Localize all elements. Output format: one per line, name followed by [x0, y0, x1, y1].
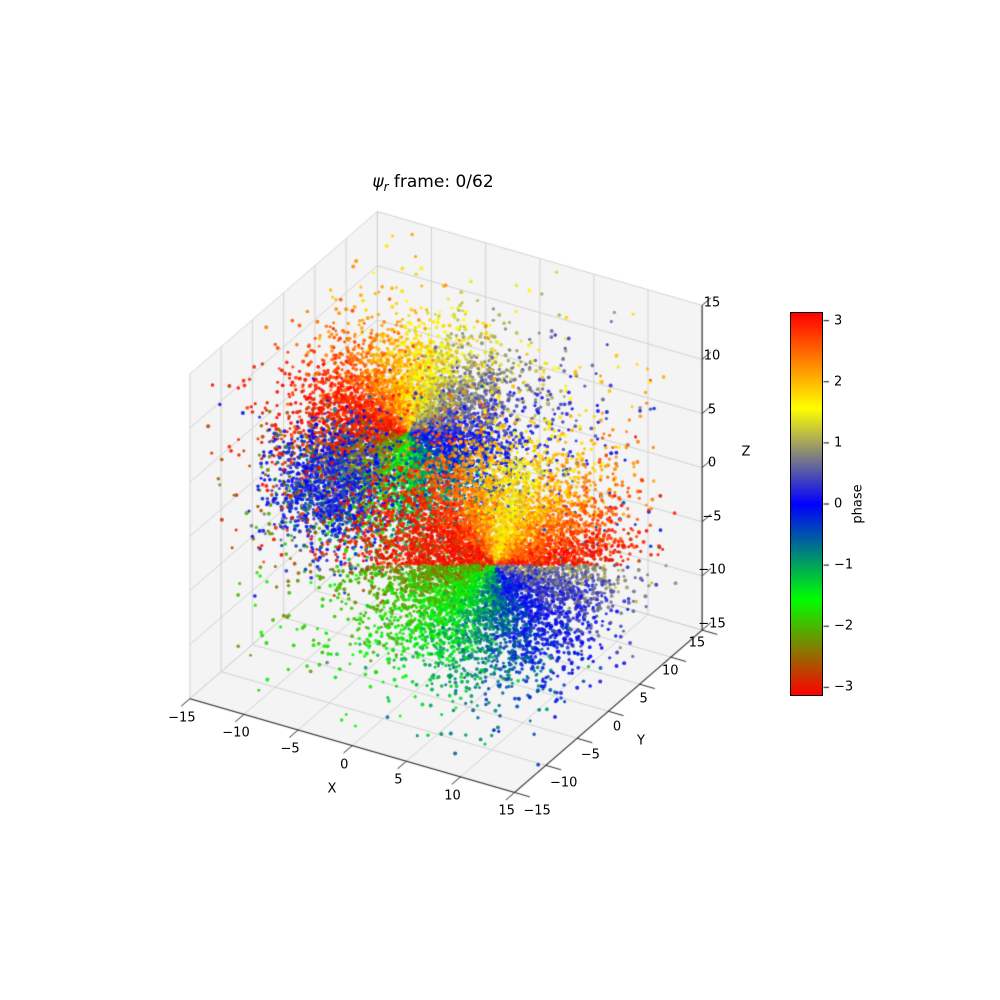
- title-text: frame: 0/62: [388, 171, 494, 192]
- title-psi-symbol: ψ: [372, 171, 384, 192]
- x-axis-label: X: [327, 781, 337, 797]
- y-axis-label: Y: [637, 733, 645, 749]
- z-axis-label: Z: [741, 444, 751, 460]
- title-subscript: r: [383, 180, 389, 195]
- plot-title: ψr frame: 0/62: [372, 172, 493, 194]
- colorbar-gradient: [790, 312, 823, 696]
- colorbar-label: phase: [850, 484, 866, 524]
